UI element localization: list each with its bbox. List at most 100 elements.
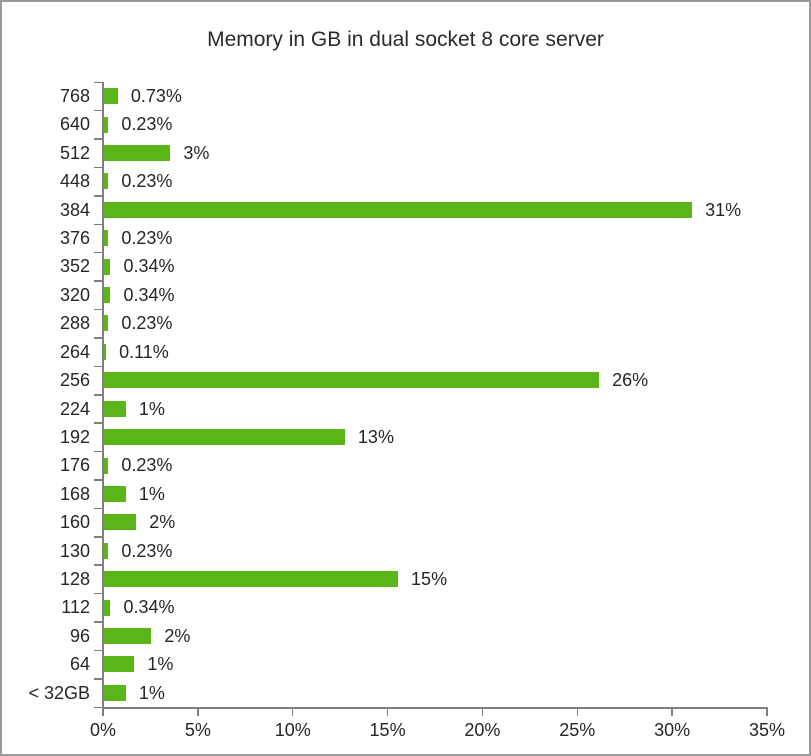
y-axis-tick [94, 251, 103, 254]
bar [104, 514, 137, 531]
x-axis-tick [102, 708, 104, 716]
value-label: 1% [147, 654, 174, 675]
value-label: 0.23% [121, 228, 173, 249]
value-label: 0.23% [121, 455, 173, 476]
y-axis-tick [94, 166, 103, 169]
x-axis-tick [197, 708, 199, 716]
category-label: 768 [59, 86, 90, 106]
y-axis-tick [94, 337, 103, 339]
bar [104, 258, 111, 275]
y-axis-tick [94, 450, 103, 453]
y-axis-tick [94, 422, 103, 424]
category-label: 176 [59, 455, 90, 476]
bar [104, 287, 111, 304]
y-axis-tick [94, 280, 103, 282]
value-label: 1% [138, 483, 165, 504]
value-label: 0.73% [130, 86, 182, 106]
value-label: 31% [705, 199, 742, 220]
category-label: 264 [59, 341, 90, 362]
value-label: 1% [138, 682, 165, 703]
y-axis-tick [94, 536, 103, 538]
value-label: 26% [612, 370, 649, 391]
y-axis-tick [94, 394, 103, 396]
category-label: 256 [59, 370, 90, 391]
bar [104, 88, 118, 105]
category-label: 64 [69, 654, 90, 675]
x-axis-tick [671, 708, 673, 716]
category-label: 448 [59, 171, 90, 192]
y-axis-tick [94, 109, 103, 112]
category-label: 352 [59, 256, 90, 277]
value-label: 0.23% [121, 114, 173, 135]
bar [104, 173, 109, 190]
category-label: 640 [59, 114, 90, 135]
bar [104, 599, 111, 616]
x-tick-label: 25% [559, 720, 596, 740]
x-tick-label: 35% [748, 720, 786, 740]
category-label: 96 [69, 625, 90, 646]
y-axis-tick [94, 479, 103, 481]
chart-title: Memory in GB in dual socket 8 core serve… [207, 28, 604, 51]
y-axis-tick [94, 365, 103, 368]
y-axis-tick [94, 81, 103, 83]
category-label: 384 [59, 199, 90, 220]
bar [104, 429, 345, 446]
bar [104, 627, 152, 644]
x-axis-tick [291, 708, 294, 716]
y-axis-tick [94, 592, 103, 595]
bar [104, 230, 109, 247]
category-label: 130 [59, 540, 90, 561]
category-label: 168 [59, 483, 90, 504]
y-axis-tick [94, 621, 103, 623]
value-label: 0.34% [123, 284, 175, 305]
x-axis-line [102, 706, 768, 709]
bar [104, 571, 399, 588]
y-axis-tick [94, 138, 103, 140]
value-label: 0.23% [121, 540, 173, 561]
category-label: 224 [59, 398, 90, 419]
x-axis-tick [481, 708, 484, 716]
value-label: 0.23% [121, 313, 173, 334]
value-label: 15% [411, 568, 448, 589]
y-axis-tick [94, 649, 103, 652]
bar [104, 400, 126, 417]
bar [104, 116, 109, 133]
y-axis-tick [94, 223, 103, 226]
x-tick-label: 15% [369, 720, 406, 740]
bar [104, 684, 126, 701]
category-label: 128 [59, 568, 90, 589]
y-axis-tick [94, 195, 103, 197]
category-label: 320 [59, 284, 90, 305]
value-label: 3% [183, 142, 210, 163]
category-label: 160 [59, 512, 90, 533]
x-axis-tick [766, 708, 768, 716]
value-label: 0.11% [119, 341, 169, 362]
x-tick-label: 10% [274, 720, 311, 740]
value-label: 2% [164, 625, 191, 646]
bar [104, 372, 600, 389]
x-axis-tick [576, 708, 579, 716]
category-label: 512 [59, 142, 90, 163]
bar [104, 343, 107, 360]
y-axis-tick [94, 507, 103, 510]
bar [104, 201, 693, 218]
bar [104, 457, 109, 474]
category-label: 112 [61, 597, 90, 618]
y-axis-tick [94, 564, 103, 566]
bar [104, 656, 135, 673]
bar [104, 542, 109, 559]
x-tick-label: 30% [654, 720, 691, 740]
bar [104, 485, 126, 502]
category-label: 376 [59, 228, 90, 249]
y-axis-tick [94, 308, 103, 311]
y-axis-tick [94, 706, 103, 708]
category-label: < 32GB [28, 682, 90, 703]
category-label: 192 [59, 426, 90, 447]
category-label: 288 [59, 313, 90, 334]
y-axis-tick [94, 678, 103, 680]
x-tick-label: 20% [464, 720, 501, 740]
value-label: 0.23% [121, 171, 173, 192]
value-label: 0.34% [123, 597, 175, 618]
